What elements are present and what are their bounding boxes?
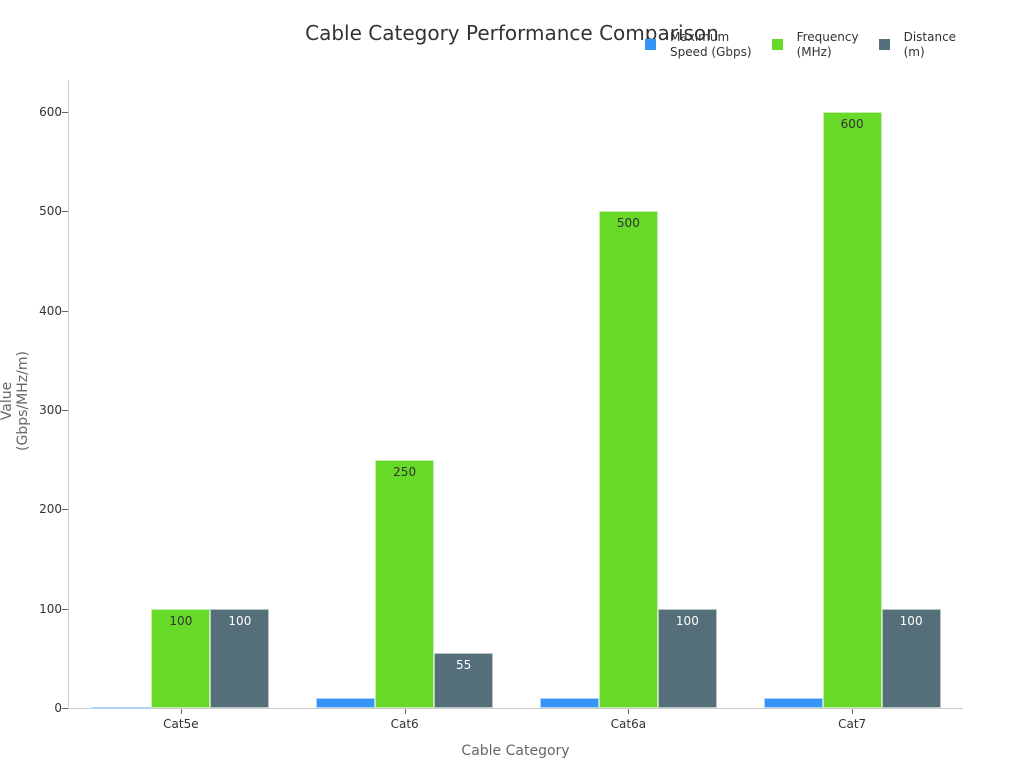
x-tick-mark [852, 709, 854, 714]
x-tick-mark [180, 709, 182, 714]
bar[interactable]: 250 [375, 459, 435, 708]
y-tick-label: 400 [39, 303, 62, 318]
x-axis-label: Cable Category [461, 743, 570, 759]
bar-value-label: 55 [455, 658, 472, 673]
legend-item[interactable]: Maximum Speed (Gbps) [645, 30, 752, 60]
legend-swatch [878, 39, 890, 50]
y-axis-label: Value (Gbps/MHz/m) [0, 351, 31, 451]
x-tick-label: Cat6 [390, 717, 419, 731]
bar[interactable]: 600 [822, 112, 882, 708]
y-tick-mark [62, 211, 68, 213]
y-tick-mark [62, 112, 68, 113]
y-axis [68, 80, 69, 708]
y-tick-label: 500 [39, 204, 62, 219]
bar-value-label: 100 [675, 613, 699, 628]
x-tick-label: Cat6a [610, 717, 647, 731]
x-tick-label: Cat7 [838, 717, 867, 731]
bar[interactable] [539, 698, 599, 708]
bar[interactable] [316, 698, 376, 708]
bar-value-label: 100 [228, 613, 252, 628]
bar[interactable]: 100 [210, 608, 270, 708]
bar[interactable] [92, 707, 152, 709]
bar-value-label: 600 [840, 117, 864, 131]
y-tick-mark [62, 509, 68, 511]
bar[interactable] [763, 698, 823, 708]
y-tick-mark [62, 608, 68, 610]
bar[interactable]: 100 [657, 608, 717, 708]
y-tick-label: 0 [54, 701, 62, 715]
y-tick-mark [62, 708, 68, 709]
x-tick-mark [404, 709, 406, 714]
x-axis [68, 708, 963, 709]
legend-item[interactable]: Frequency (MHz) [771, 30, 859, 60]
y-tick-label: 200 [39, 502, 62, 517]
bar[interactable]: 100 [151, 608, 211, 708]
y-tick-mark [62, 310, 68, 312]
bar-value-label: 250 [393, 464, 417, 479]
bar-value-label: 100 [169, 613, 193, 628]
y-tick-label: 300 [39, 403, 62, 417]
y-tick-label: 600 [39, 105, 62, 119]
y-tick-label: 100 [39, 601, 62, 616]
legend-label: Maximum Speed (Gbps) [670, 30, 752, 59]
legend-item[interactable]: Distance (m) [878, 30, 957, 60]
x-tick-mark [628, 709, 630, 714]
bar[interactable]: 500 [598, 211, 658, 708]
legend-swatch [645, 39, 656, 50]
bar-value-label: 100 [899, 613, 923, 628]
legend-swatch [771, 39, 783, 50]
bar[interactable]: 100 [881, 608, 941, 708]
y-tick-mark [62, 410, 68, 411]
legend-label: Distance (m) [903, 30, 957, 59]
legend: Maximum Speed (Gbps) Frequency (MHz) Distanc… [645, 30, 976, 60]
x-tick-label: Cat5e [163, 717, 199, 731]
bar-value-label: 500 [616, 216, 640, 231]
legend-label: Frequency (MHz) [796, 30, 859, 59]
bar[interactable]: 55 [434, 653, 494, 708]
